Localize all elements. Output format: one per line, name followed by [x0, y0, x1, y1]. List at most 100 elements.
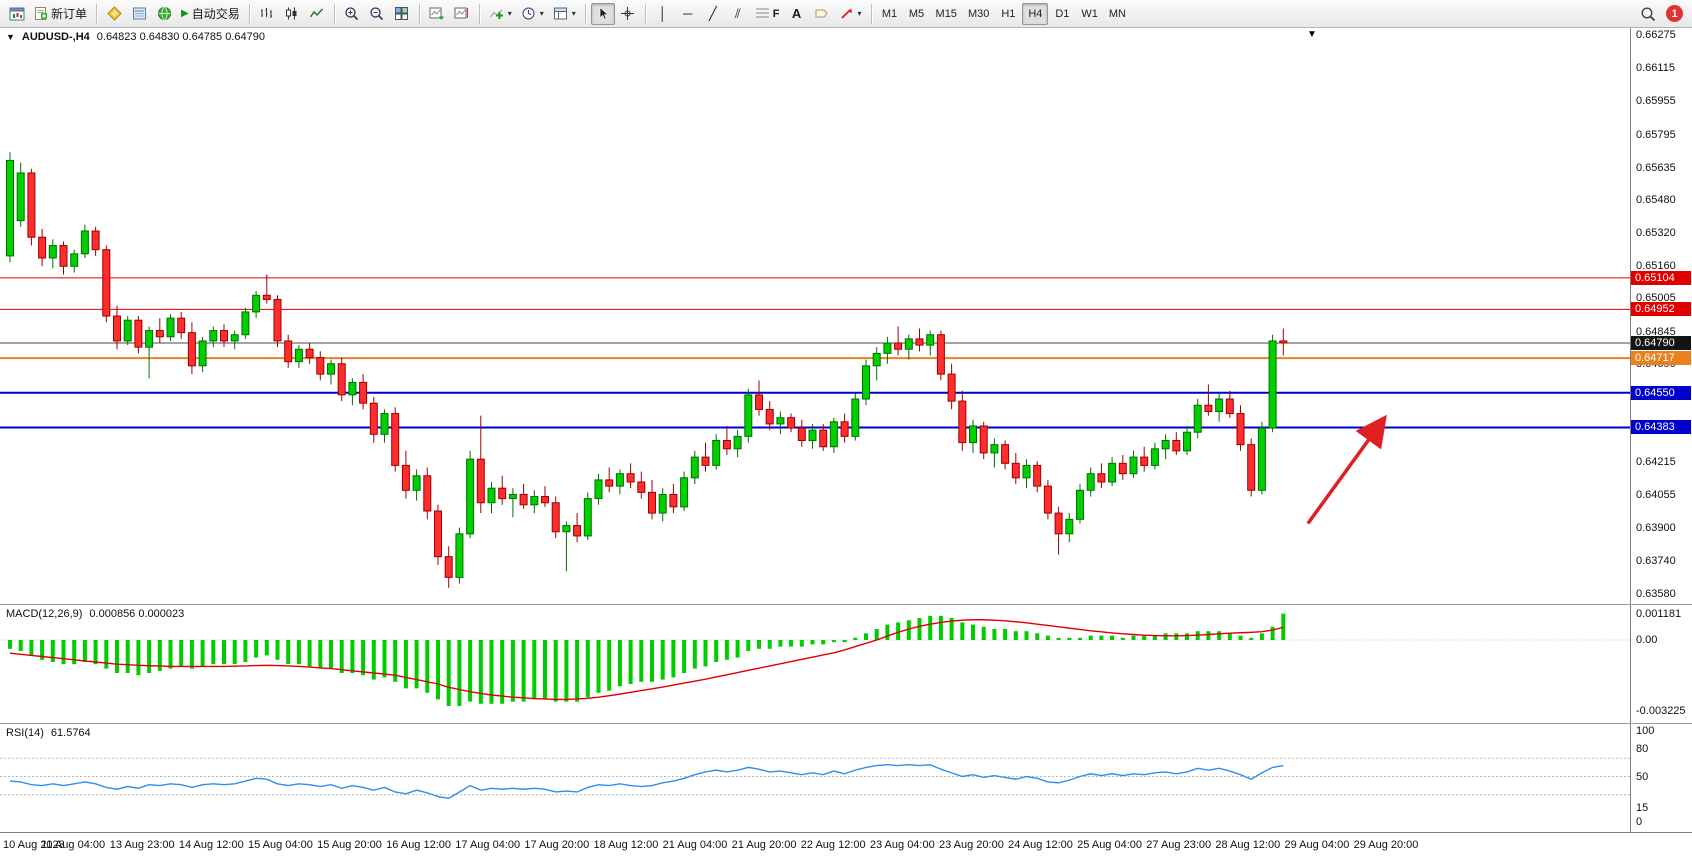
period-w1-button[interactable]: W1 — [1081, 7, 1098, 20]
indicators-button[interactable]: ▾ — [485, 3, 516, 25]
candle — [883, 336, 892, 364]
toolbar-separator — [333, 3, 335, 24]
candle — [423, 467, 432, 520]
macd-chart[interactable] — [0, 605, 1630, 723]
text-tool-button[interactable]: A — [785, 3, 809, 25]
search-button[interactable] — [1636, 3, 1660, 25]
price-axis-label: 0.63580 — [1636, 587, 1676, 600]
candle — [1268, 334, 1277, 433]
price-axis-label: 0.64055 — [1636, 489, 1676, 502]
cursor-tool-button[interactable] — [590, 2, 615, 25]
zoom-out-button[interactable] — [365, 3, 389, 25]
horizontal-line-tool-button[interactable]: ─ — [676, 3, 700, 25]
channel-tool-button[interactable]: ⫽ — [726, 3, 750, 25]
candle — [27, 168, 36, 246]
metaeditor-button[interactable] — [102, 3, 126, 25]
period-m5-button[interactable]: M5 — [908, 7, 925, 20]
period-m30-button[interactable]: M30 — [967, 7, 990, 20]
horizontal-line-icon: ─ — [683, 6, 693, 21]
community-button[interactable] — [152, 3, 176, 25]
chart-ohlc-values: 0.64823 0.64830 0.64785 0.64790 — [96, 31, 265, 43]
candle — [1129, 450, 1138, 478]
price-axis-label: 0.66115 — [1636, 62, 1675, 75]
candle — [80, 224, 89, 258]
period-m1-button[interactable]: M1 — [881, 7, 898, 20]
bar-chart-mode-button[interactable] — [255, 3, 279, 25]
vertical-line-tool-button[interactable]: │ — [651, 3, 675, 25]
period-d1-button[interactable]: D1 — [1055, 7, 1070, 20]
candle — [851, 392, 860, 441]
candle — [1193, 399, 1202, 439]
candle — [819, 423, 828, 451]
candle — [1108, 457, 1117, 487]
indicators-plus-icon — [489, 9, 503, 19]
line-chart-mode-button[interactable] — [305, 3, 329, 25]
candle — [765, 401, 774, 431]
macd-pane[interactable]: MACD(12,26,9) 0.000856 0.000023 0.001181… — [0, 605, 1692, 723]
candle — [701, 442, 710, 472]
new-chart-button[interactable] — [5, 3, 29, 25]
fibonacci-tool-button[interactable]: F — [751, 3, 784, 25]
candle — [669, 484, 678, 514]
period-mn-button[interactable]: MN — [1108, 7, 1126, 20]
text-tool-icon: A — [791, 6, 802, 21]
candle — [573, 513, 582, 543]
candle — [401, 450, 410, 499]
text-label-tool-button[interactable] — [810, 3, 834, 25]
candle — [648, 479, 656, 520]
trendline-tool-button[interactable]: ╱ — [701, 3, 725, 25]
market-watch-button[interactable] — [127, 3, 151, 25]
toolbar-separator — [584, 3, 586, 24]
time-axis[interactable]: 10 Aug 2023 11 Aug 04:00 13 Aug 23:00 14 Au… — [0, 832, 1692, 856]
auto-scroll-button[interactable] — [425, 3, 449, 25]
arrow-shape-icon — [840, 8, 852, 19]
macd-axis[interactable]: 0.001181 0.00 -0.003225 — [1630, 605, 1692, 723]
tile-windows-button[interactable] — [390, 3, 414, 25]
price-tag-0.65104: 0.65104 — [1631, 270, 1691, 285]
candle — [59, 241, 68, 275]
new-order-button[interactable]: 新订单 — [30, 3, 91, 25]
candle — [979, 421, 988, 460]
toolbar-separator — [96, 3, 98, 24]
arrows-tool-button[interactable]: ▾ — [835, 3, 866, 25]
candle — [434, 504, 442, 565]
pane-separator[interactable] — [0, 723, 1692, 724]
notification-badge[interactable]: 1 — [1666, 5, 1683, 22]
macd-axis-label: 0.001181 — [1636, 608, 1682, 621]
period-h4-button[interactable]: H4 — [1022, 2, 1049, 25]
crosshair-tool-button[interactable] — [616, 3, 640, 25]
channel-icon: ⫽ — [734, 6, 741, 21]
autotrading-button[interactable]: ▶ 自动交易 — [177, 3, 244, 25]
chart-symbol-title: AUDUSD-,H4 — [21, 31, 90, 43]
rsi-chart[interactable] — [0, 724, 1630, 832]
candle — [155, 318, 164, 344]
chart-shift-marker-icon[interactable]: ▼ — [1307, 29, 1317, 40]
candlestick-mode-button[interactable] — [280, 3, 304, 25]
cursor-arrow-icon — [599, 6, 609, 20]
notification-count: 1 — [1671, 7, 1678, 20]
rsi-pane[interactable]: RSI(14) 61.5764 100 80 50 15 0 — [0, 724, 1692, 832]
rsi-axis[interactable]: 100 80 50 15 0 — [1630, 724, 1692, 832]
rsi-axis-label: 80 — [1636, 743, 1649, 756]
price-axis-label: 0.64215 — [1636, 456, 1676, 469]
price-axis[interactable]: 0.66275 0.66115 0.65955 0.65795 0.65635 0.654… — [1630, 28, 1692, 604]
period-h1-button[interactable]: H1 — [1001, 7, 1016, 20]
candlestick-chart[interactable] — [0, 28, 1630, 604]
annotation-arrow[interactable] — [1306, 414, 1387, 525]
chart-dropdown-icon[interactable]: ▼ — [6, 32, 15, 42]
templates-button[interactable]: ▾ — [549, 3, 580, 25]
candle — [1065, 513, 1074, 543]
pane-separator[interactable] — [0, 604, 1692, 605]
time-axis-label: 15 Aug 20:00 — [317, 839, 382, 851]
rsi-line — [9, 763, 1284, 800]
fibonacci-lines-icon — [755, 8, 769, 18]
chart-shift-button[interactable] — [450, 3, 474, 25]
main-chart-pane[interactable]: ▼ AUDUSD-,H4 0.64823 0.64830 0.64785 0.6… — [0, 28, 1692, 604]
zoom-in-button[interactable] — [340, 3, 364, 25]
period-m15-button[interactable]: M15 — [935, 7, 957, 20]
candle — [262, 274, 271, 304]
periods-button[interactable]: ▾ — [517, 3, 548, 25]
candle — [1247, 438, 1256, 497]
candle — [209, 326, 218, 348]
candle — [915, 328, 924, 352]
